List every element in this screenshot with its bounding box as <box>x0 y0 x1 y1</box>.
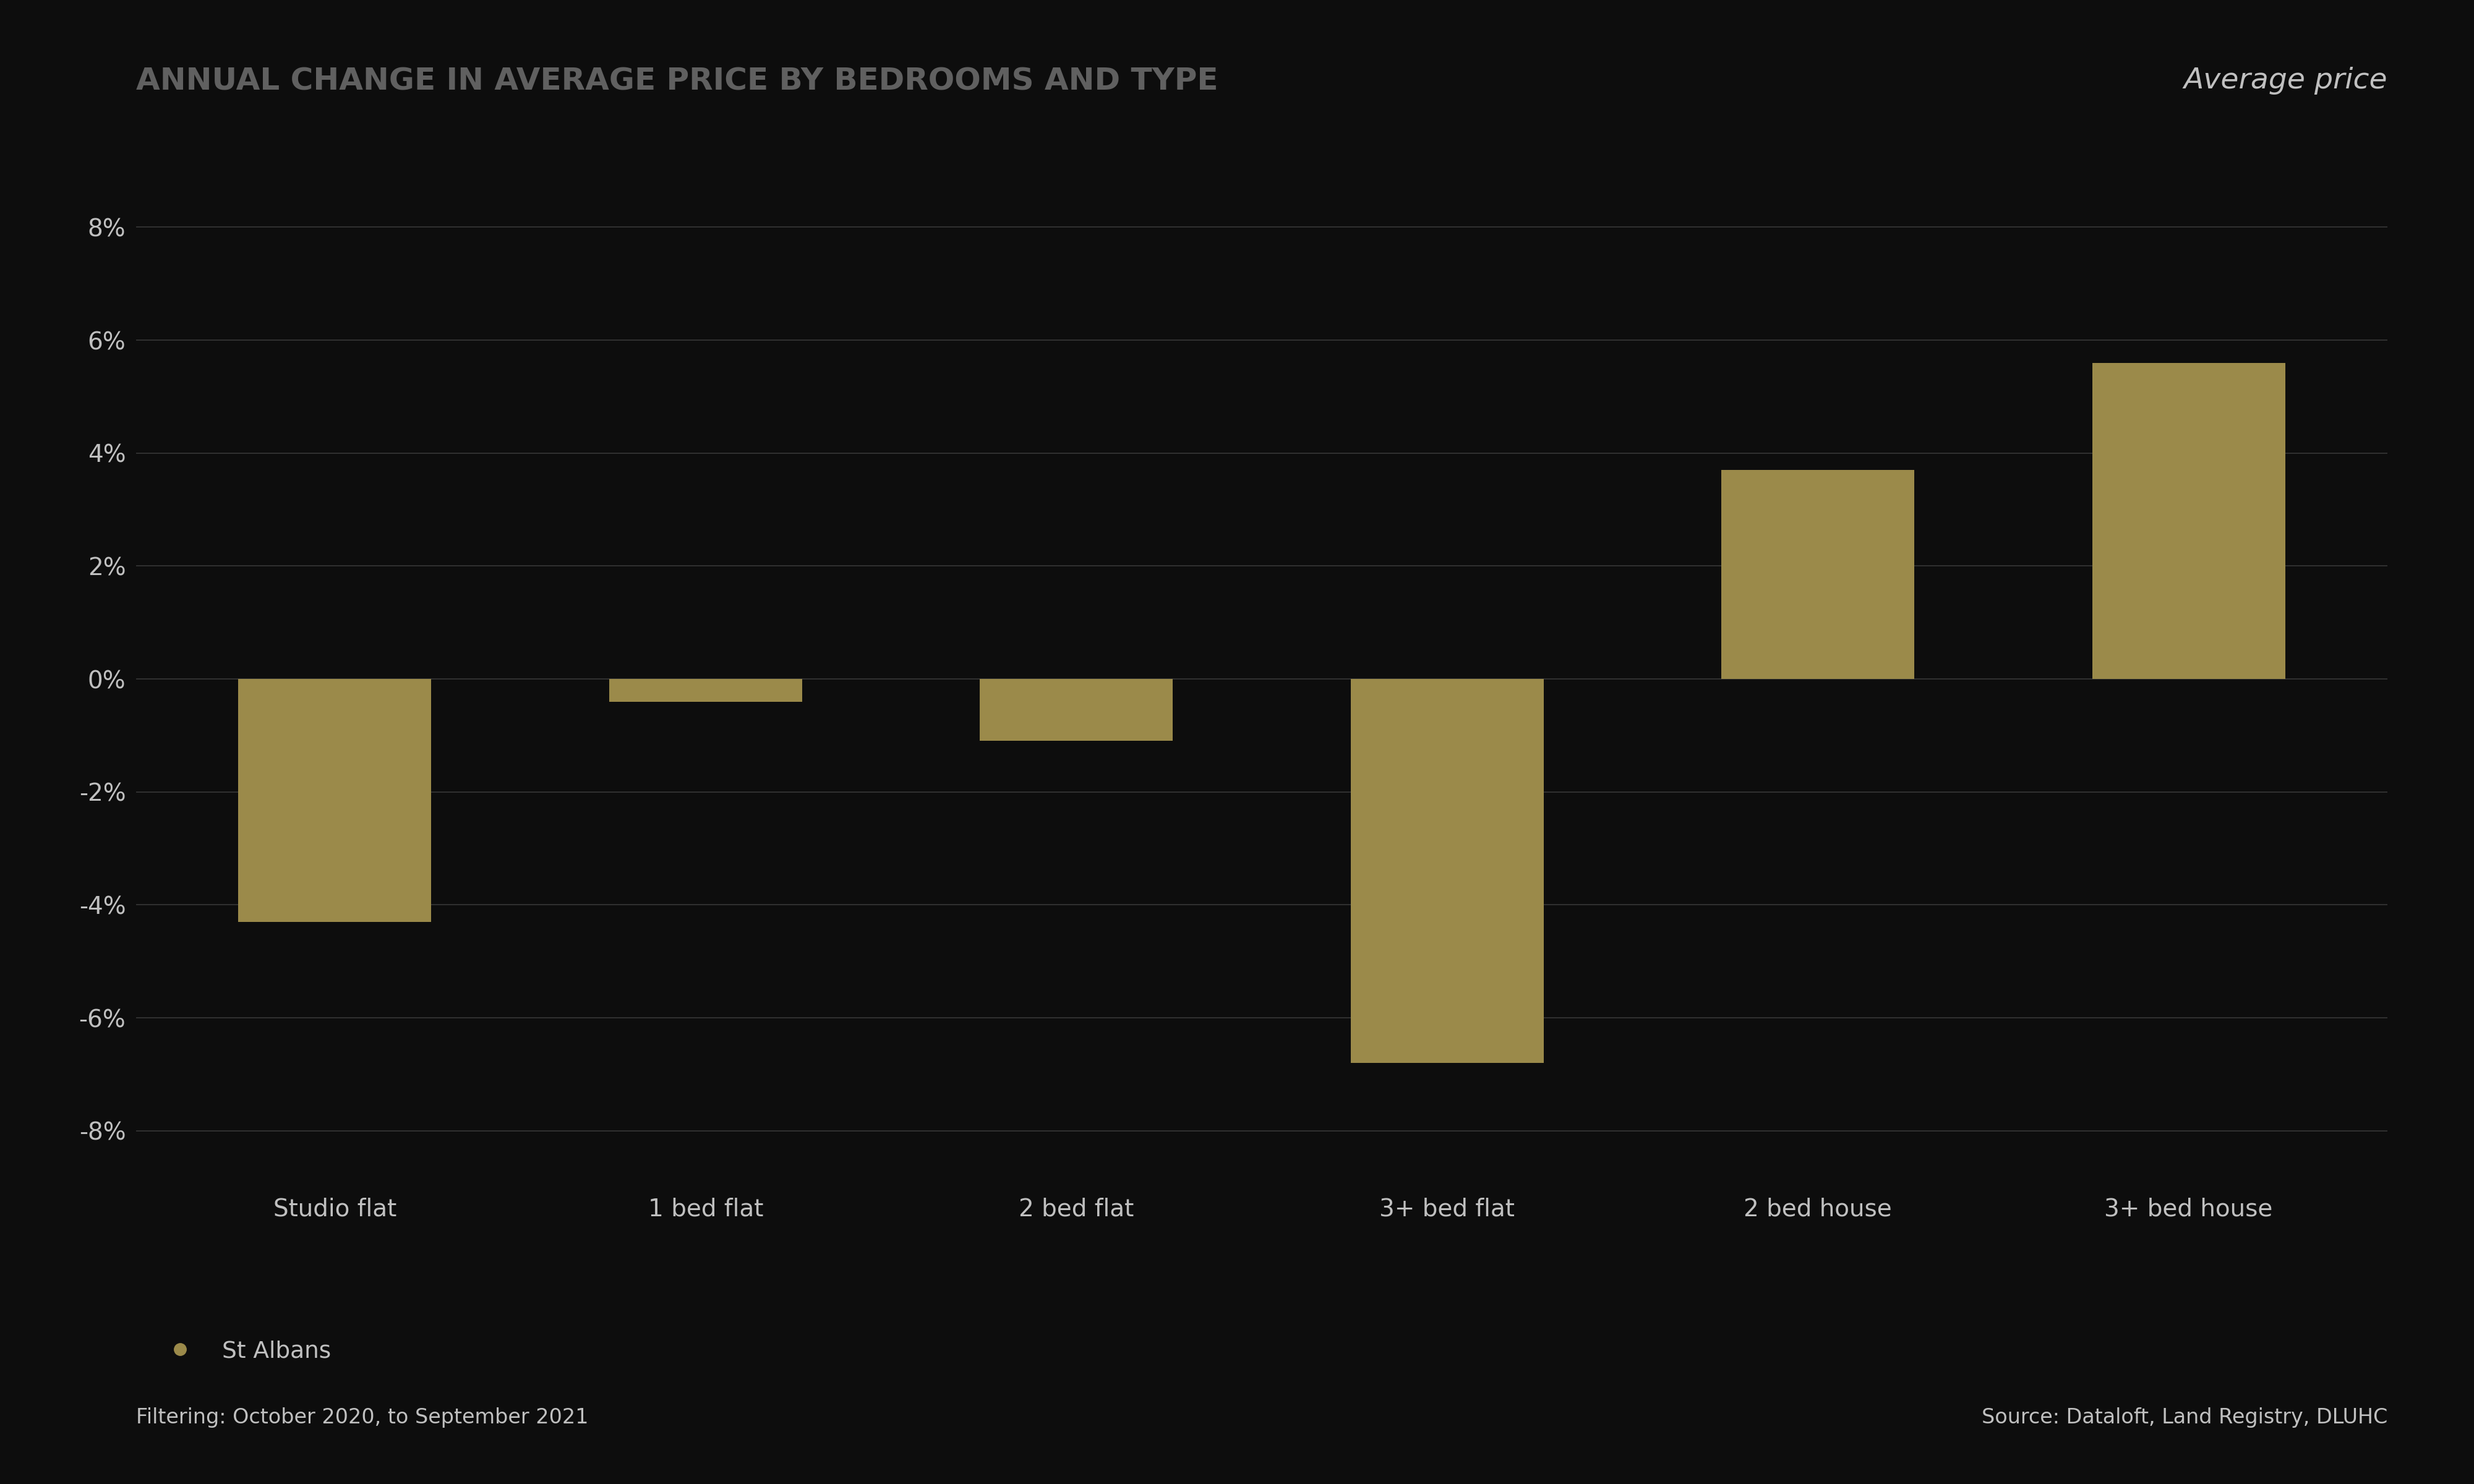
Text: Filtering: October 2020, to September 2021: Filtering: October 2020, to September 20… <box>136 1407 589 1428</box>
Bar <box>1722 470 1915 680</box>
Bar <box>2093 362 2286 680</box>
Text: Average price: Average price <box>2185 67 2387 95</box>
Bar <box>1351 680 1544 1063</box>
Bar <box>238 680 430 922</box>
Text: ANNUAL CHANGE IN AVERAGE PRICE BY BEDROOMS AND TYPE: ANNUAL CHANGE IN AVERAGE PRICE BY BEDROO… <box>136 67 1217 96</box>
Bar <box>609 680 802 702</box>
Text: Source: Dataloft, Land Registry, DLUHC: Source: Dataloft, Land Registry, DLUHC <box>1982 1407 2387 1428</box>
Bar <box>980 680 1173 741</box>
Legend: St Albans: St Albans <box>148 1331 341 1371</box>
